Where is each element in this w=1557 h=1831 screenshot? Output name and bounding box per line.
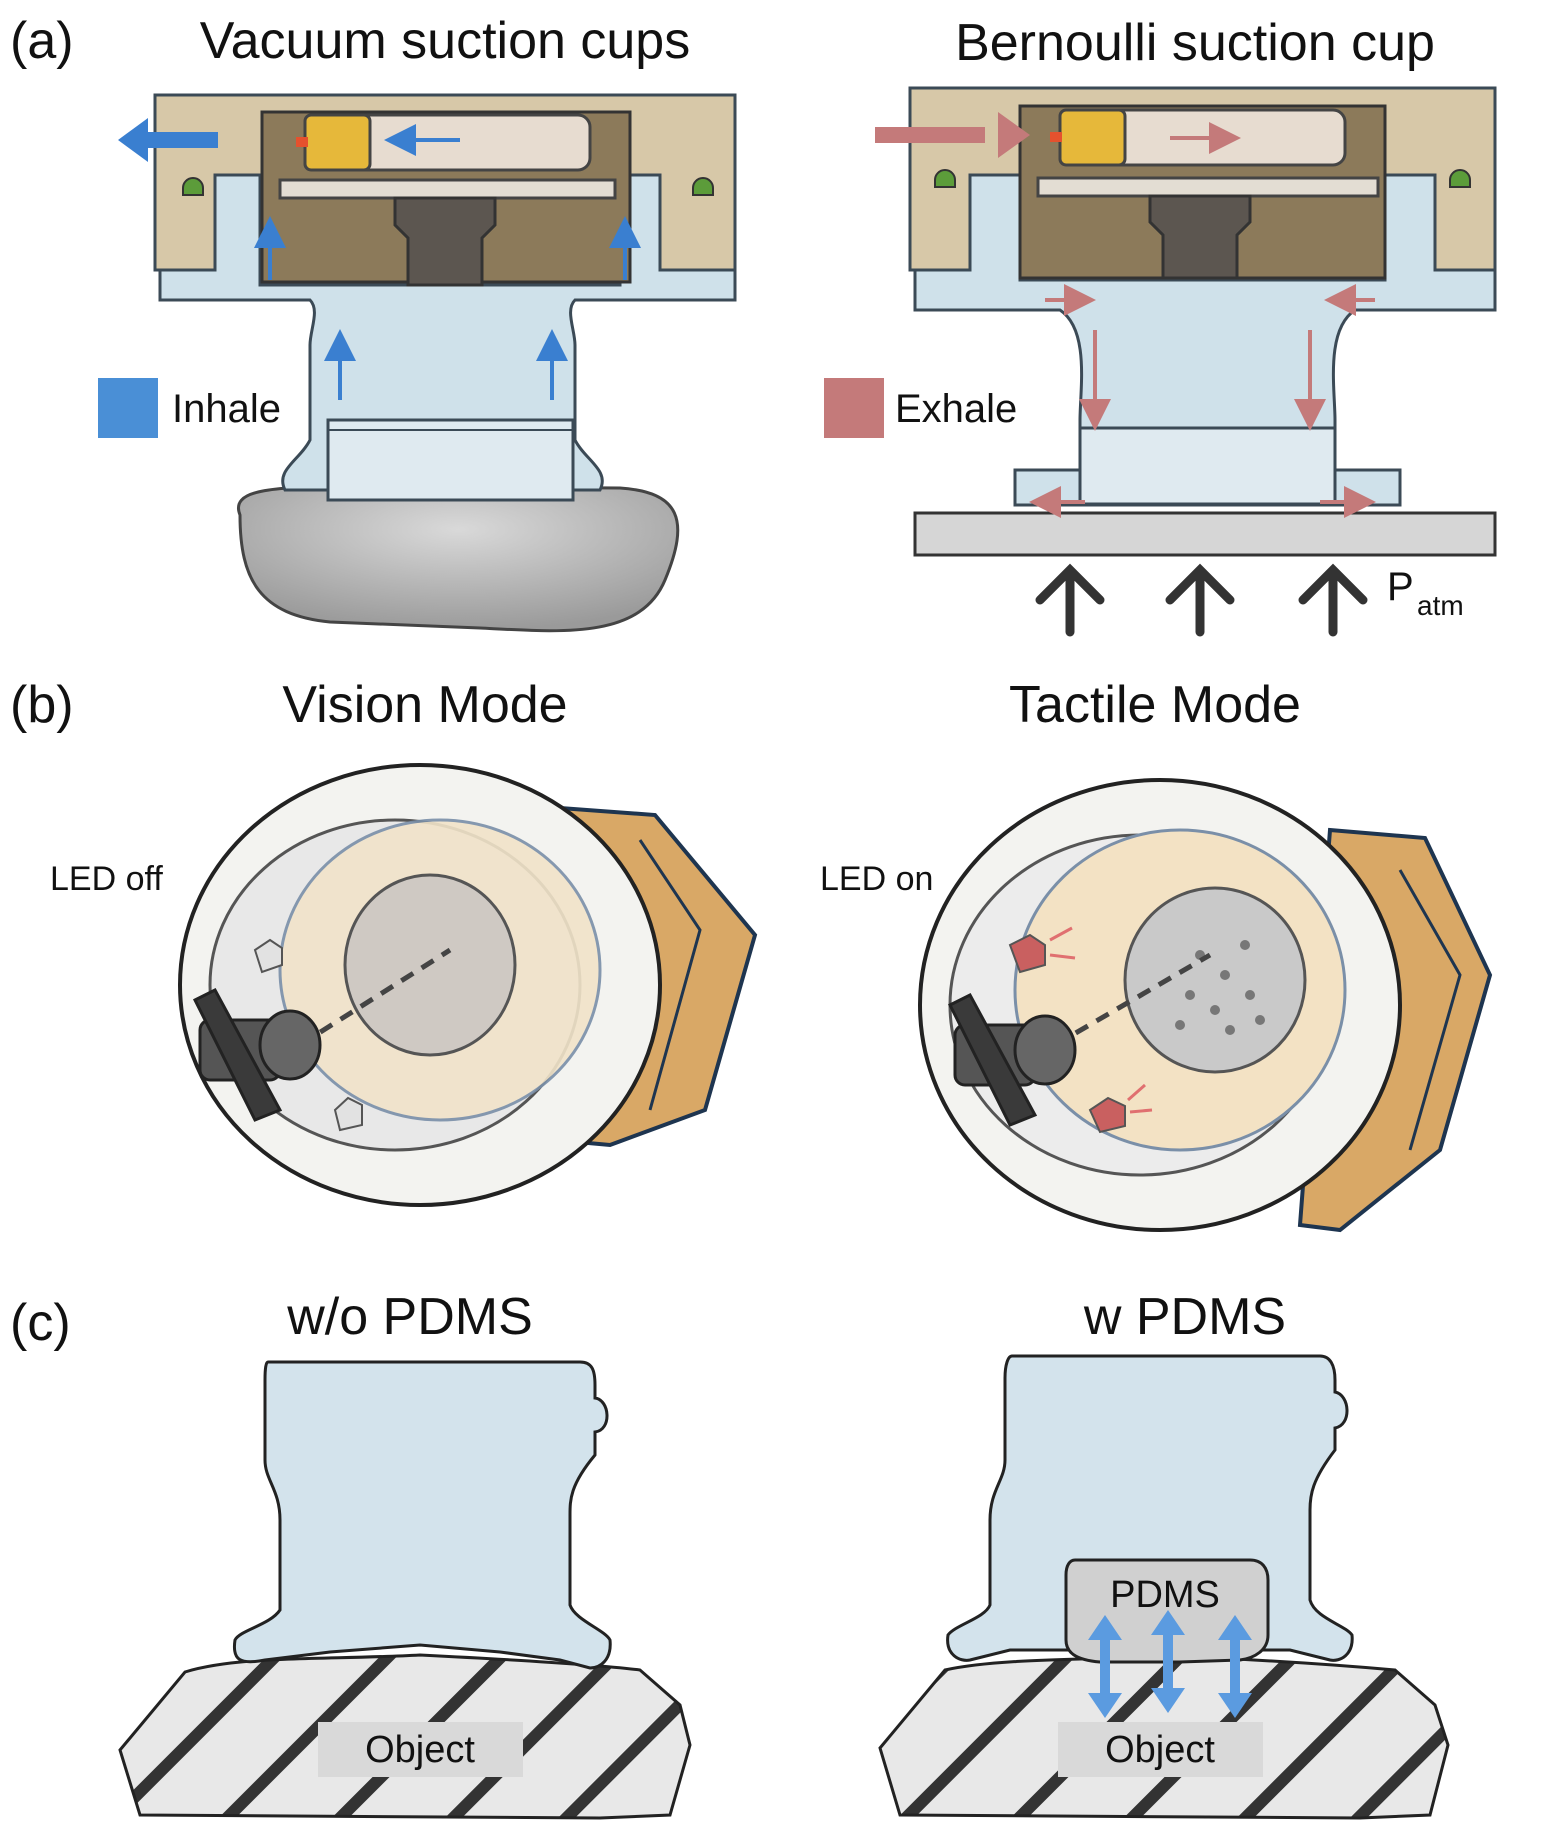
left-suction-cup [232,1360,612,1670]
vacuum-camera-block [393,196,497,287]
vision-led-bottom [333,1096,363,1132]
stone-object [237,484,680,633]
with-pdms-illustration [878,1354,1450,1820]
tactile-mode-device [918,778,1493,1233]
tactile-mode-title: Tactile Mode [1009,676,1301,734]
bernoulli-pcb [1036,176,1380,198]
right-object-label-bg [1058,1722,1263,1777]
bernoulli-title: Bernoulli suction cup [955,14,1435,72]
panel-b-label: (b) [10,676,74,734]
pressure-symbol: P [1387,565,1414,609]
left-object-label: Object [365,1729,475,1771]
with-pdms-title: w PDMS [1083,1288,1286,1346]
pdms-label: PDMS [1110,1574,1220,1616]
pressure-subscript: atm [1417,590,1464,621]
vision-led-top [253,938,283,974]
without-pdms-title: w/o PDMS [286,1288,533,1346]
bernoulli-camera-block [1148,194,1252,280]
vacuum-pcb [278,178,617,200]
right-object-label: Object [1105,1729,1215,1771]
vacuum-sensor-ring [326,418,575,502]
vision-mode-title: Vision Mode [282,676,567,734]
exhale-swatch [824,378,884,438]
tactile-led-bottom [1088,1096,1126,1134]
vacuum-motor [303,113,372,172]
bernoulli-plate [913,511,1497,557]
bernoulli-cup-illustration [875,86,1497,637]
exhale-label: Exhale [895,387,1017,431]
without-pdms-illustration [118,1360,692,1820]
led-off-label: LED off [50,860,163,898]
vacuum-cup-illustration [118,93,737,633]
inhale-label: Inhale [172,387,281,431]
panel-a-label: (a) [10,12,74,70]
led-on-label: LED on [820,860,933,898]
tactile-led-top [1008,933,1046,974]
panel-c-label: (c) [10,1294,71,1352]
vacuum-title: Vacuum suction cups [200,12,690,70]
bernoulli-sensor-ring [1078,426,1337,506]
inhale-swatch [98,378,158,438]
vision-mode-device [178,763,758,1207]
left-object-label-bg [318,1722,523,1777]
bernoulli-motor [1058,108,1127,167]
tactile-sensor-surface [1123,886,1307,1074]
